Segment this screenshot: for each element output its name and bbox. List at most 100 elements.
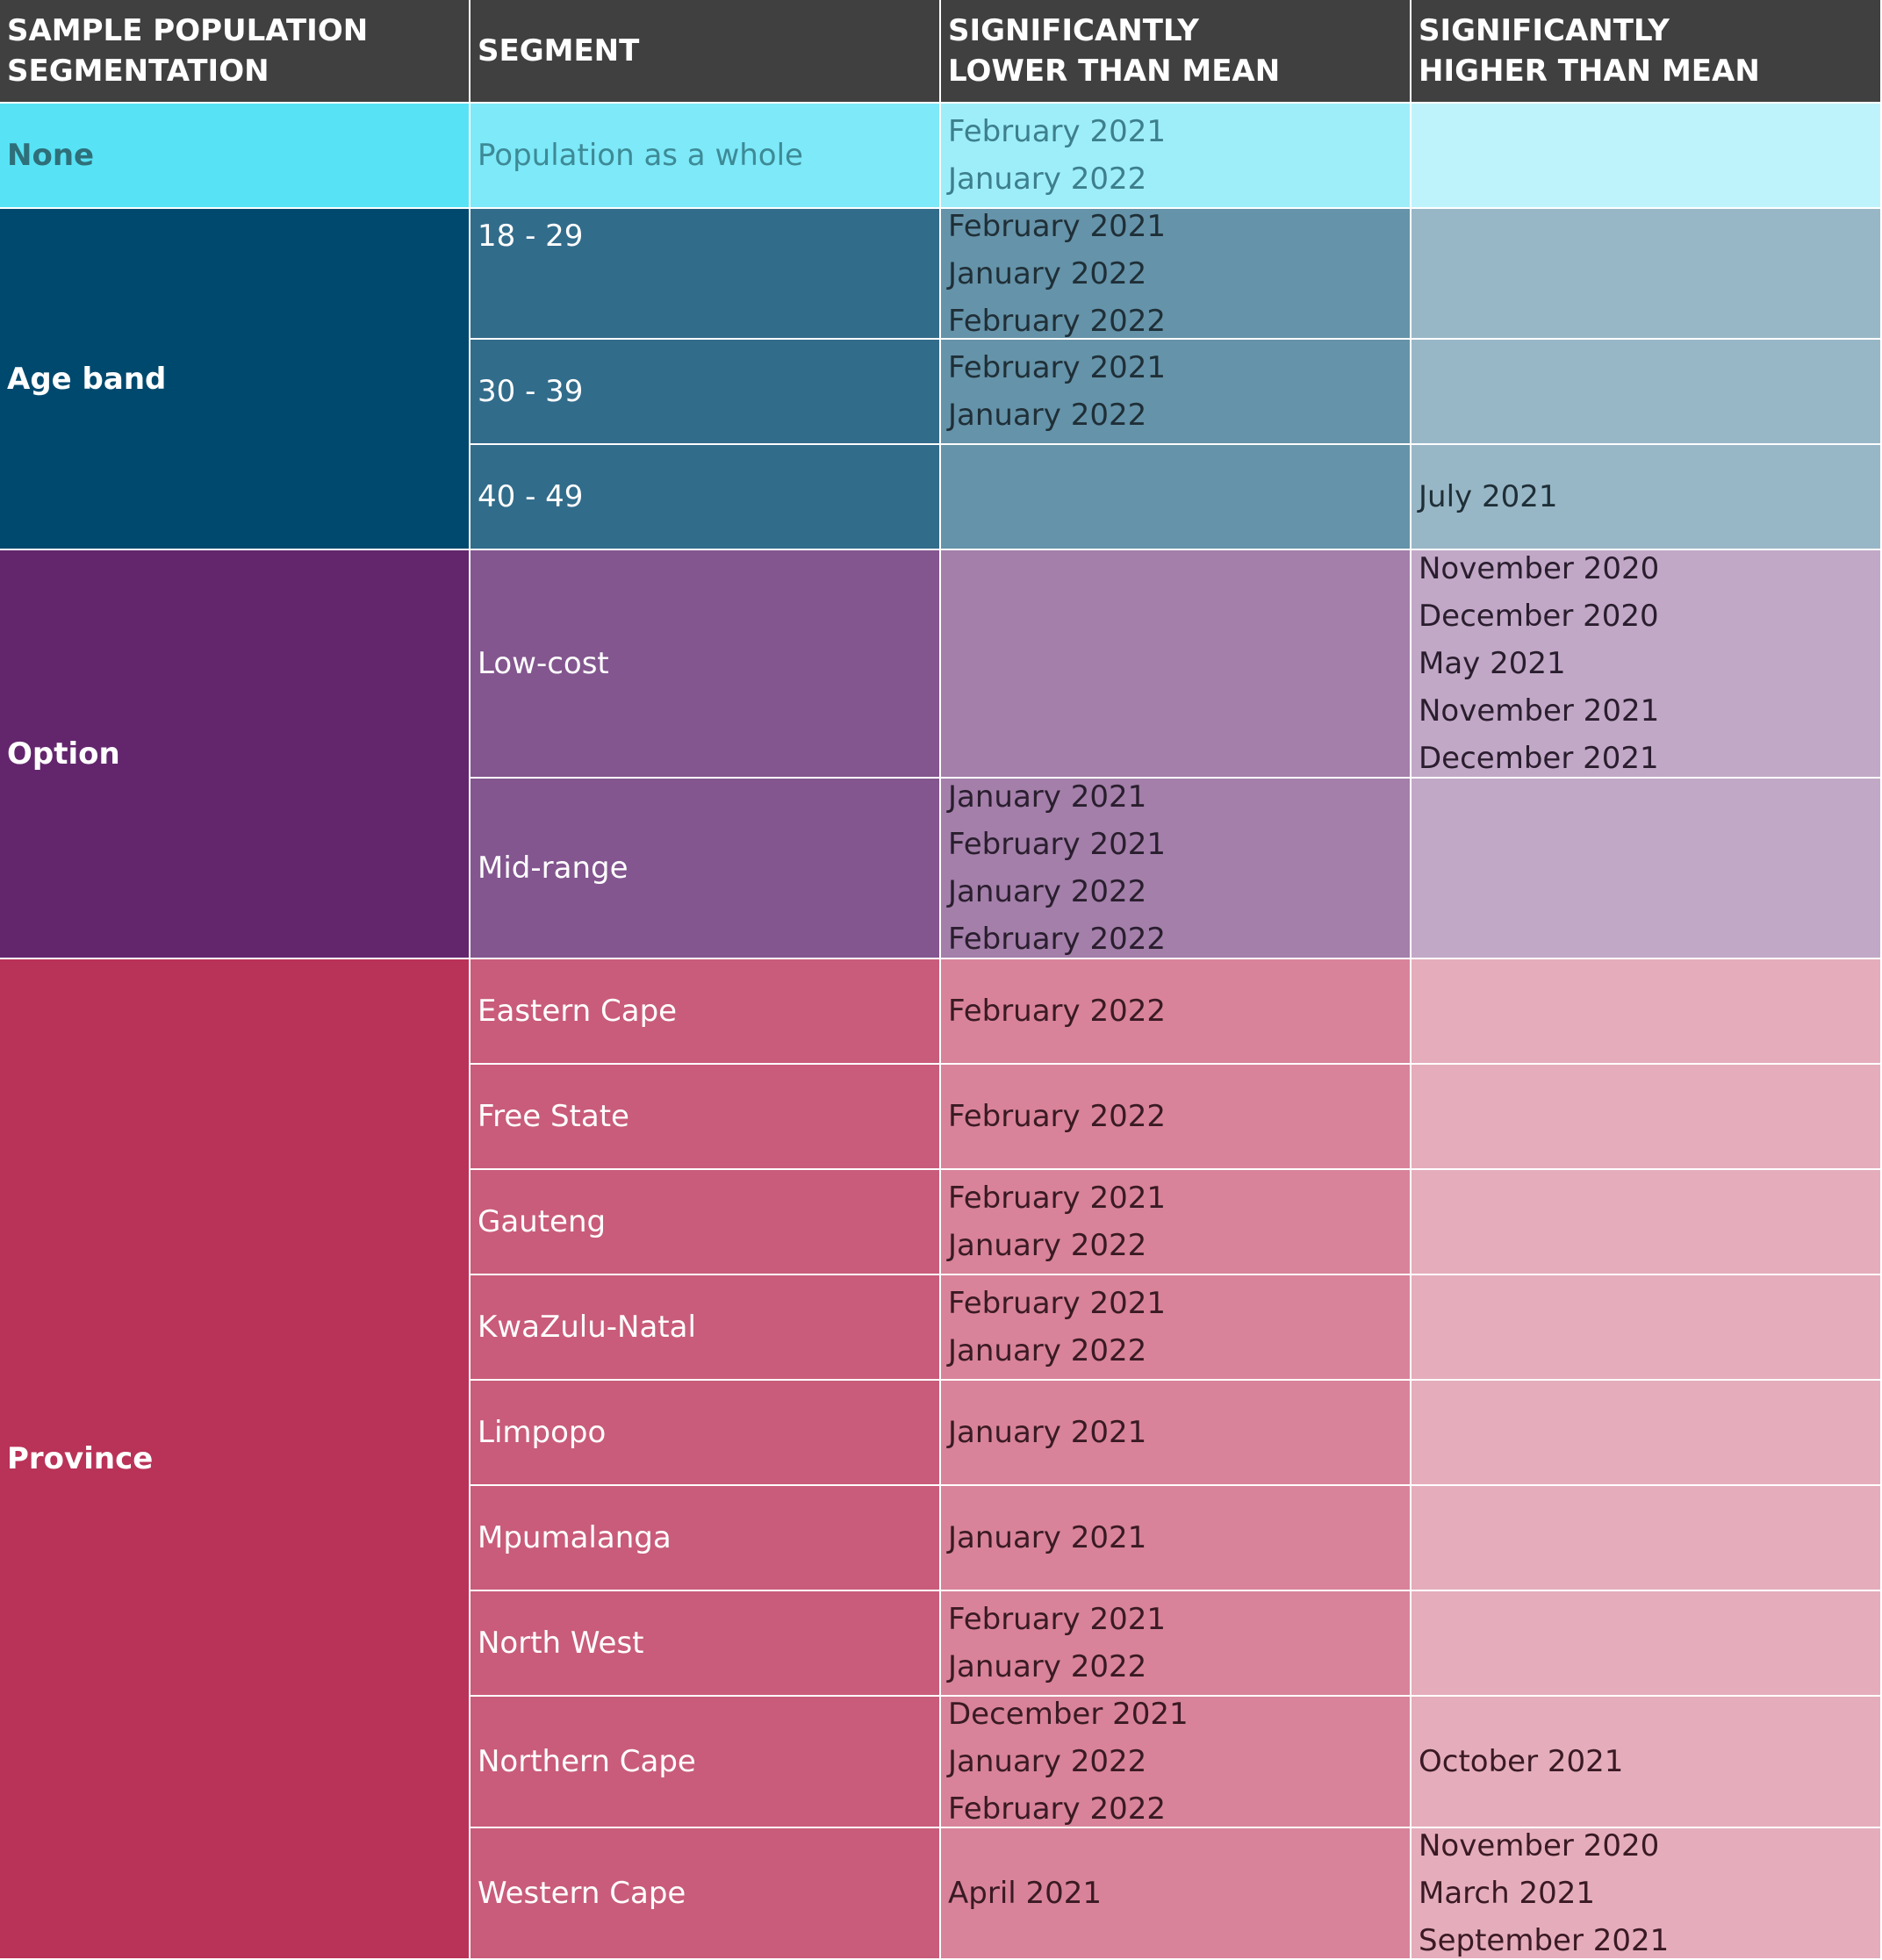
segment-cell: Population as a whole [470, 104, 939, 207]
segment-label: Northern Cape [478, 1744, 696, 1779]
header-significantly-higher: SIGNIFICANTLY HIGHER THAN MEAN [1412, 0, 1880, 102]
lower-month: January 2022 [948, 1333, 1147, 1368]
segment-cell: North West [470, 1591, 939, 1695]
segment-cell: KwaZulu-Natal [470, 1275, 939, 1379]
higher-month: November 2020 [1419, 551, 1660, 586]
segment-cell: Limpopo [470, 1381, 939, 1484]
lower-month: February 2021 [948, 350, 1166, 385]
lower-than-mean-cell [941, 550, 1410, 777]
segment-label: Limpopo [478, 1415, 607, 1450]
lower-than-mean-cell: April 2021 [941, 1828, 1410, 1958]
category-label: None [7, 138, 95, 173]
higher-than-mean-cell [1412, 1486, 1880, 1590]
lower-month: February 2022 [948, 994, 1166, 1029]
lower-month: February 2022 [948, 922, 1166, 957]
category-cell: None [0, 104, 469, 207]
lower-than-mean-cell: January 2021 [941, 1381, 1410, 1484]
higher-than-mean-cell [1412, 209, 1880, 338]
segment-label: Free State [478, 1099, 629, 1134]
higher-month: December 2020 [1419, 599, 1659, 634]
segment-label: Gauteng [478, 1204, 607, 1239]
segment-label: KwaZulu-Natal [478, 1310, 696, 1345]
segment-label: Mpumalanga [478, 1520, 672, 1555]
lower-month: February 2021 [948, 1602, 1166, 1637]
header-line: SEGMENTATION [7, 54, 269, 89]
lower-month: January 2022 [948, 255, 1147, 291]
category-cell: Option [0, 550, 469, 958]
higher-than-mean-cell: October 2021 [1412, 1697, 1880, 1827]
header-segment: SEGMENT [470, 0, 939, 102]
lower-month: January 2022 [948, 162, 1147, 197]
lower-than-mean-cell [941, 445, 1410, 549]
higher-than-mean-cell [1412, 959, 1880, 1063]
segment-label: North West [478, 1626, 644, 1661]
higher-month: July 2021 [1419, 479, 1558, 514]
header-line: SAMPLE POPULATION [7, 13, 369, 48]
lower-month: January 2022 [948, 398, 1147, 433]
lower-month: January 2021 [948, 1520, 1147, 1555]
lower-month: February 2021 [948, 209, 1166, 244]
higher-than-mean-cell [1412, 104, 1880, 207]
lower-month: January 2022 [948, 1649, 1147, 1684]
segment-cell: 40 - 49 [470, 445, 939, 549]
header-line: LOWER THAN MEAN [948, 54, 1281, 89]
header-line: SEGMENT [478, 33, 640, 68]
header-significantly-lower: SIGNIFICANTLY LOWER THAN MEAN [941, 0, 1410, 102]
segment-cell: Northern Cape [470, 1697, 939, 1827]
lower-month: February 2021 [948, 1286, 1166, 1321]
higher-than-mean-cell [1412, 1275, 1880, 1379]
lower-than-mean-cell: December 2021 January 2022 February 2022 [941, 1697, 1410, 1827]
lower-month: January 2021 [948, 779, 1147, 815]
header-line: SIGNIFICANTLY [948, 13, 1199, 48]
lower-than-mean-cell: February 2021 January 2022 February 2022 [941, 209, 1410, 338]
lower-than-mean-cell: January 2021 February 2021 January 2022 Feb… [941, 779, 1410, 958]
lower-month: January 2022 [948, 1744, 1147, 1779]
segment-cell: Mpumalanga [470, 1486, 939, 1590]
higher-month: November 2021 [1419, 693, 1660, 729]
lower-month: February 2021 [948, 1181, 1166, 1216]
higher-than-mean-cell [1412, 340, 1880, 443]
segment-cell: 18 - 29 [470, 209, 939, 338]
higher-than-mean-cell: November 2020 March 2021 September 2021 [1412, 1828, 1880, 1958]
category-label: Option [7, 736, 120, 772]
lower-than-mean-cell: January 2021 [941, 1486, 1410, 1590]
lower-month: February 2021 [948, 114, 1166, 149]
lower-than-mean-cell: February 2021 January 2022 [941, 1275, 1410, 1379]
category-label: Age band [7, 361, 167, 397]
lower-month: April 2021 [948, 1876, 1103, 1911]
lower-month: February 2021 [948, 827, 1166, 862]
higher-than-mean-cell [1412, 1170, 1880, 1274]
segment-cell: Free State [470, 1065, 939, 1168]
higher-month: November 2020 [1419, 1828, 1660, 1863]
category-label: Province [7, 1441, 154, 1476]
higher-month: October 2021 [1419, 1744, 1624, 1779]
segment-label: Low-cost [478, 646, 609, 681]
segment-cell: Low-cost [470, 550, 939, 777]
segment-cell: Mid-range [470, 779, 939, 958]
segment-label: 30 - 39 [478, 374, 584, 409]
category-cell: Age band [0, 209, 469, 549]
segment-label: 18 - 29 [478, 219, 584, 254]
lower-month: December 2021 [948, 1697, 1189, 1732]
higher-than-mean-cell [1412, 1591, 1880, 1695]
higher-month: March 2021 [1419, 1876, 1595, 1911]
lower-than-mean-cell: February 2021 January 2022 [941, 1591, 1410, 1695]
segment-cell: Western Cape [470, 1828, 939, 1958]
lower-month: January 2022 [948, 874, 1147, 909]
segment-label: Eastern Cape [478, 994, 678, 1029]
segment-label: Western Cape [478, 1876, 686, 1911]
segment-label: Population as a whole [478, 138, 803, 173]
lower-month: February 2022 [948, 1791, 1166, 1827]
lower-than-mean-cell: February 2021 January 2022 [941, 340, 1410, 443]
segment-cell: 30 - 39 [470, 340, 939, 443]
lower-than-mean-cell: February 2021 January 2022 [941, 1170, 1410, 1274]
higher-than-mean-cell [1412, 1065, 1880, 1168]
header-line: SIGNIFICANTLY [1419, 13, 1670, 48]
higher-month: May 2021 [1419, 646, 1566, 681]
lower-than-mean-cell: February 2021 January 2022 [941, 104, 1410, 207]
lower-month: February 2022 [948, 303, 1166, 339]
higher-month: September 2021 [1419, 1923, 1670, 1958]
lower-than-mean-cell: February 2022 [941, 1065, 1410, 1168]
higher-than-mean-cell [1412, 779, 1880, 958]
